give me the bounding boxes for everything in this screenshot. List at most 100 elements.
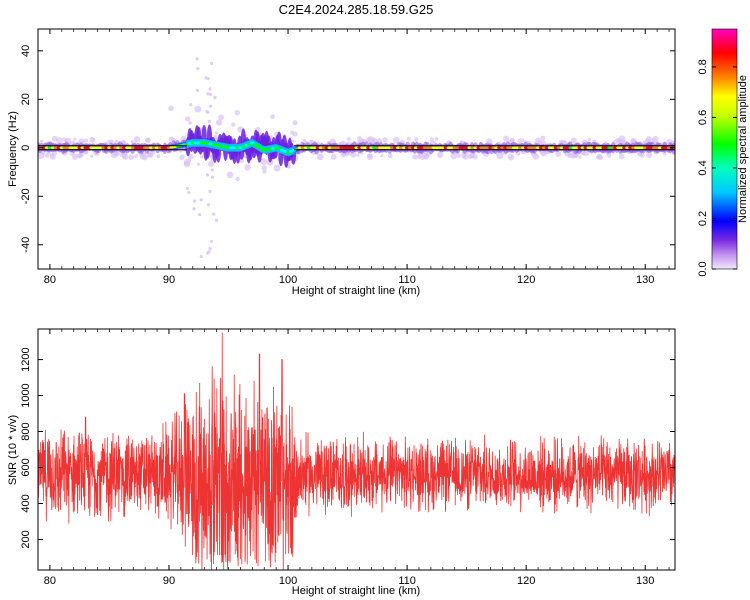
spectrogram-cell xyxy=(200,155,204,159)
spectrogram-cell xyxy=(89,136,96,143)
colorbar: 0.0 0.2 0.4 0.6 0.8 Normalized spectral ampl… xyxy=(697,28,749,277)
spectrogram-cell xyxy=(72,153,79,160)
snr-x-tick-label: 80 xyxy=(44,575,56,587)
spectrogram-cell xyxy=(128,154,134,160)
spectrogram-cell xyxy=(496,152,504,160)
spectrogram-cell xyxy=(189,103,193,107)
spectrogram-cell xyxy=(185,116,191,122)
spectrogram-cell xyxy=(250,141,255,145)
snr-x-ticks: 80 90 100 110 120 130 xyxy=(37,329,670,587)
spectrogram-frame xyxy=(37,28,676,270)
spectrogram-cell xyxy=(462,154,469,160)
spectrogram-cell xyxy=(209,104,213,108)
spectrogram-y-tick-label: 40 xyxy=(20,45,32,57)
snr-y-ticks: 200 400 600 800 1000 1200 xyxy=(20,347,675,549)
spectrogram-cell xyxy=(356,153,360,157)
colorbar-label: Normalized spectral amplitude xyxy=(737,75,749,223)
spectrogram-cell xyxy=(450,152,458,160)
spectrogram-cell xyxy=(253,143,258,147)
spectrogram-cell xyxy=(578,155,582,159)
spectrogram-cell xyxy=(532,153,540,160)
snr-x-tick-label: 130 xyxy=(636,575,654,587)
spectrogram-cell xyxy=(387,153,393,159)
spectrogram-y-tick-label: -40 xyxy=(20,237,32,253)
spectrogram-y-tick-label: 0 xyxy=(20,145,32,151)
spectrogram-cell xyxy=(146,152,152,158)
snr-y-tick-label: 1200 xyxy=(20,347,32,371)
spectrogram-cell xyxy=(597,154,604,161)
spectrogram-cell xyxy=(231,122,236,127)
spectrogram-cell xyxy=(503,135,510,142)
spectrogram-cell xyxy=(434,136,439,141)
snr-y-tick-label: 400 xyxy=(20,494,32,512)
spectrogram-cell xyxy=(194,105,202,113)
spectrogram-cell xyxy=(218,114,224,121)
spectrogram-panel: 80 90 100 110 120 130 -40 -20 0 20 40 Height of s… xyxy=(7,28,676,297)
spectrogram-cell xyxy=(380,154,384,158)
spectrogram-x-tick-label: 120 xyxy=(517,274,535,286)
spectrogram-cell xyxy=(199,198,203,202)
spectrogram-cell xyxy=(187,158,192,162)
spectrogram-cell xyxy=(188,121,192,125)
colorbar-gradient xyxy=(711,28,738,270)
spectrogram-cell xyxy=(187,190,191,195)
spectrogram-cell xyxy=(346,137,351,141)
spectrogram-x-tick-label: 80 xyxy=(44,274,56,286)
spectrogram-cell xyxy=(185,186,189,191)
colorbar-tick-label: 0.4 xyxy=(697,160,709,175)
spectrogram-x-tick-label: 110 xyxy=(398,274,416,286)
snr-y-tick-label: 600 xyxy=(20,458,32,476)
spectrogram-cell xyxy=(261,164,267,171)
snr-frame xyxy=(37,328,676,571)
spectrogram-cell xyxy=(208,189,212,194)
spectrogram-cell xyxy=(262,169,267,174)
spectrogram-y-tick-label: -20 xyxy=(20,188,32,204)
spectrogram-cell xyxy=(244,164,251,171)
snr-y-axis-label: SNR (10 * v/v) xyxy=(7,415,19,485)
spectrogram-cell xyxy=(184,161,188,166)
spectrogram-cell xyxy=(367,153,372,159)
spectrogram-cell xyxy=(196,162,200,166)
spectrogram-cell xyxy=(555,151,562,157)
spectrogram-cell xyxy=(78,154,82,158)
figure-title: C2E4.2024.285.18.59.G25 xyxy=(279,2,434,17)
snr-y-tick-label: 200 xyxy=(20,530,32,548)
spectrogram-cell xyxy=(168,105,174,111)
spectrogram-cell xyxy=(270,114,275,120)
spectrogram-x-tick-label: 100 xyxy=(279,274,297,286)
spectrogram-cell xyxy=(145,137,150,143)
spectrogram-cell xyxy=(587,137,592,142)
spectrogram-cell xyxy=(392,136,400,144)
spectrogram-cell xyxy=(49,153,56,160)
spectrogram-cell xyxy=(55,137,63,144)
spectrogram-cell xyxy=(187,153,194,160)
spectrogram-cell xyxy=(266,159,274,166)
spectrogram-cell xyxy=(214,131,219,135)
spectrogram-cell xyxy=(214,218,219,222)
spectrogram-cell xyxy=(507,153,515,161)
snr-x-tick-label: 90 xyxy=(163,575,175,587)
spectrogram-cell xyxy=(208,247,212,251)
spectrogram-cell xyxy=(521,138,525,142)
spectrogram-cell xyxy=(134,153,139,158)
colorbar-tick-label: 0.8 xyxy=(697,59,709,74)
spectrogram-y-axis-label: Frequency (Hz) xyxy=(7,111,19,187)
spectrogram-cell xyxy=(208,92,212,97)
spectrogram-cell xyxy=(205,109,209,114)
spectrogram-cell xyxy=(341,152,345,156)
spectrogram-cell xyxy=(195,88,200,93)
spectrogram-cell xyxy=(606,152,612,158)
spectrogram-cell xyxy=(330,154,337,160)
spectrogram-cell xyxy=(286,164,292,169)
spectrogram-cell xyxy=(210,175,215,179)
spectrogram-cell xyxy=(273,164,281,172)
spectrogram-x-axis-label: Height of straight line (km) xyxy=(292,285,420,297)
spectrogram-cell xyxy=(517,138,523,143)
spectrogram-cell xyxy=(73,137,77,141)
snr-x-tick-label: 110 xyxy=(398,575,416,587)
spectrogram-cell xyxy=(260,158,268,165)
colorbar-tick-label: 0.2 xyxy=(697,211,709,226)
spectrogram-cell xyxy=(256,145,261,148)
spectrogram-cell xyxy=(292,139,296,143)
spectrogram-y-ticks: -40 -20 0 20 40 xyxy=(20,45,675,253)
